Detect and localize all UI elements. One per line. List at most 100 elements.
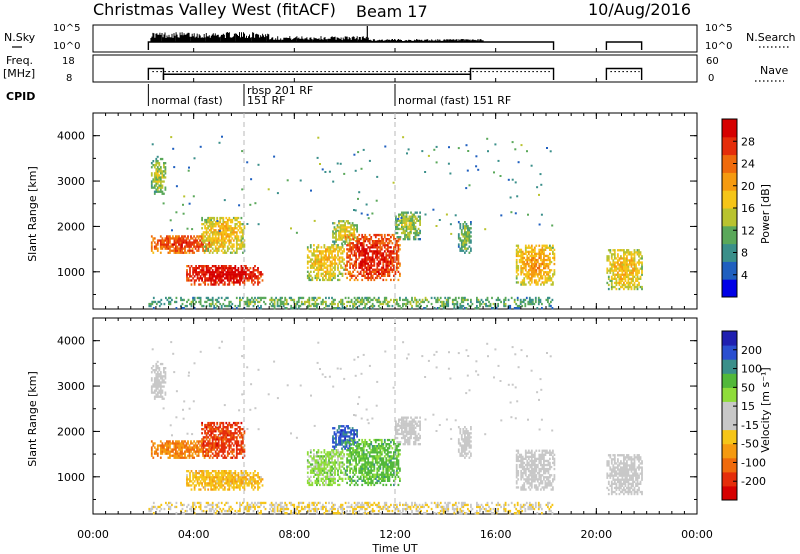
velocity-cell bbox=[214, 452, 217, 455]
power-cell bbox=[207, 265, 210, 268]
power-cell bbox=[328, 276, 330, 280]
power-cell bbox=[538, 254, 541, 258]
power-cell bbox=[547, 300, 549, 304]
power-cell bbox=[633, 253, 636, 256]
power-cell bbox=[309, 278, 312, 282]
velocity-cell bbox=[257, 484, 259, 487]
power-cell bbox=[638, 259, 640, 262]
power-cell bbox=[214, 229, 217, 232]
velocity-cell bbox=[240, 440, 243, 443]
power-cell bbox=[317, 250, 320, 253]
power-cell bbox=[257, 296, 259, 300]
velocity-cell bbox=[329, 475, 332, 478]
power-cell bbox=[205, 231, 208, 234]
power-cell bbox=[334, 276, 336, 280]
power-cell bbox=[164, 243, 167, 246]
velocity-cell bbox=[231, 482, 234, 485]
velocity-cell bbox=[211, 444, 214, 447]
velocity-cell bbox=[341, 429, 343, 432]
velocity-cell bbox=[232, 480, 235, 483]
power-cell bbox=[243, 300, 246, 304]
power-cell bbox=[273, 300, 276, 304]
power-cell bbox=[374, 240, 377, 243]
power-cell bbox=[169, 239, 171, 242]
power-cell bbox=[460, 249, 463, 252]
velocity-cell bbox=[232, 434, 235, 437]
power-cell bbox=[208, 267, 211, 270]
power-cell bbox=[229, 227, 232, 230]
power-cell bbox=[263, 300, 265, 304]
power-cell bbox=[391, 233, 394, 237]
power-cell bbox=[166, 239, 168, 242]
velocity-cell bbox=[200, 442, 203, 445]
power-cell bbox=[361, 250, 364, 253]
power-cell bbox=[418, 298, 421, 302]
power-cell bbox=[343, 250, 345, 253]
velocity-cell bbox=[306, 481, 309, 485]
velocity-cell bbox=[178, 454, 180, 457]
power-cell bbox=[322, 302, 324, 306]
power-cell bbox=[235, 239, 238, 242]
velocity-cell bbox=[201, 478, 203, 481]
velocity-cell bbox=[332, 467, 335, 470]
power-cell bbox=[161, 184, 164, 187]
power-cell bbox=[175, 249, 177, 252]
power-cell bbox=[527, 250, 530, 253]
velocity-cell bbox=[314, 465, 317, 468]
power-cell bbox=[377, 300, 380, 304]
power-cell bbox=[371, 258, 374, 261]
power-cell bbox=[193, 241, 195, 244]
power-cell bbox=[393, 252, 395, 255]
power-cell bbox=[462, 245, 465, 248]
power-cell bbox=[386, 254, 389, 257]
power-cell bbox=[414, 296, 416, 300]
velocity-cell bbox=[210, 450, 213, 453]
power-cell bbox=[633, 287, 636, 291]
power-cell bbox=[316, 298, 318, 302]
power-cell bbox=[367, 252, 370, 255]
velocity-cell bbox=[214, 454, 217, 457]
power-cell bbox=[615, 281, 618, 285]
power-cell bbox=[361, 296, 364, 300]
power-cell bbox=[329, 268, 332, 271]
power-cell bbox=[352, 246, 354, 249]
velocity-cell bbox=[229, 472, 232, 475]
power-cell bbox=[235, 249, 238, 252]
power-cell bbox=[546, 147, 548, 149]
velocity-cell bbox=[252, 478, 255, 481]
power-cell bbox=[210, 304, 213, 308]
power-cell bbox=[370, 274, 373, 277]
power-cell bbox=[544, 279, 547, 282]
power-cell bbox=[161, 192, 164, 195]
power-cell bbox=[239, 227, 241, 230]
power-cell bbox=[538, 265, 541, 268]
power-cell bbox=[510, 211, 513, 214]
velocity-cell bbox=[166, 444, 168, 447]
velocity-cell bbox=[335, 467, 338, 470]
velocity-cell bbox=[205, 428, 208, 431]
power-cell bbox=[349, 300, 351, 304]
power-cell bbox=[367, 276, 370, 280]
power-cell bbox=[316, 266, 318, 269]
power-cell bbox=[527, 256, 530, 260]
power-cell bbox=[229, 239, 232, 242]
power-cell bbox=[531, 298, 534, 302]
power-cell bbox=[359, 254, 362, 257]
power-cell bbox=[210, 231, 213, 234]
power-cell bbox=[156, 174, 159, 177]
velocity-cell bbox=[159, 387, 162, 390]
velocity-cell bbox=[186, 476, 188, 479]
power-cell bbox=[357, 151, 360, 154]
velocity-cell bbox=[328, 479, 330, 482]
power-cell bbox=[457, 221, 460, 224]
velocity-cell bbox=[313, 453, 315, 456]
power-cell bbox=[401, 225, 403, 228]
velocity-cell bbox=[336, 431, 339, 434]
velocity-cell bbox=[223, 488, 226, 491]
power-cell bbox=[231, 269, 234, 272]
power-cell bbox=[402, 225, 405, 228]
power-cell bbox=[424, 213, 427, 216]
power-cell bbox=[201, 239, 203, 242]
power-cell bbox=[225, 235, 228, 238]
velocity-cell bbox=[175, 454, 177, 457]
